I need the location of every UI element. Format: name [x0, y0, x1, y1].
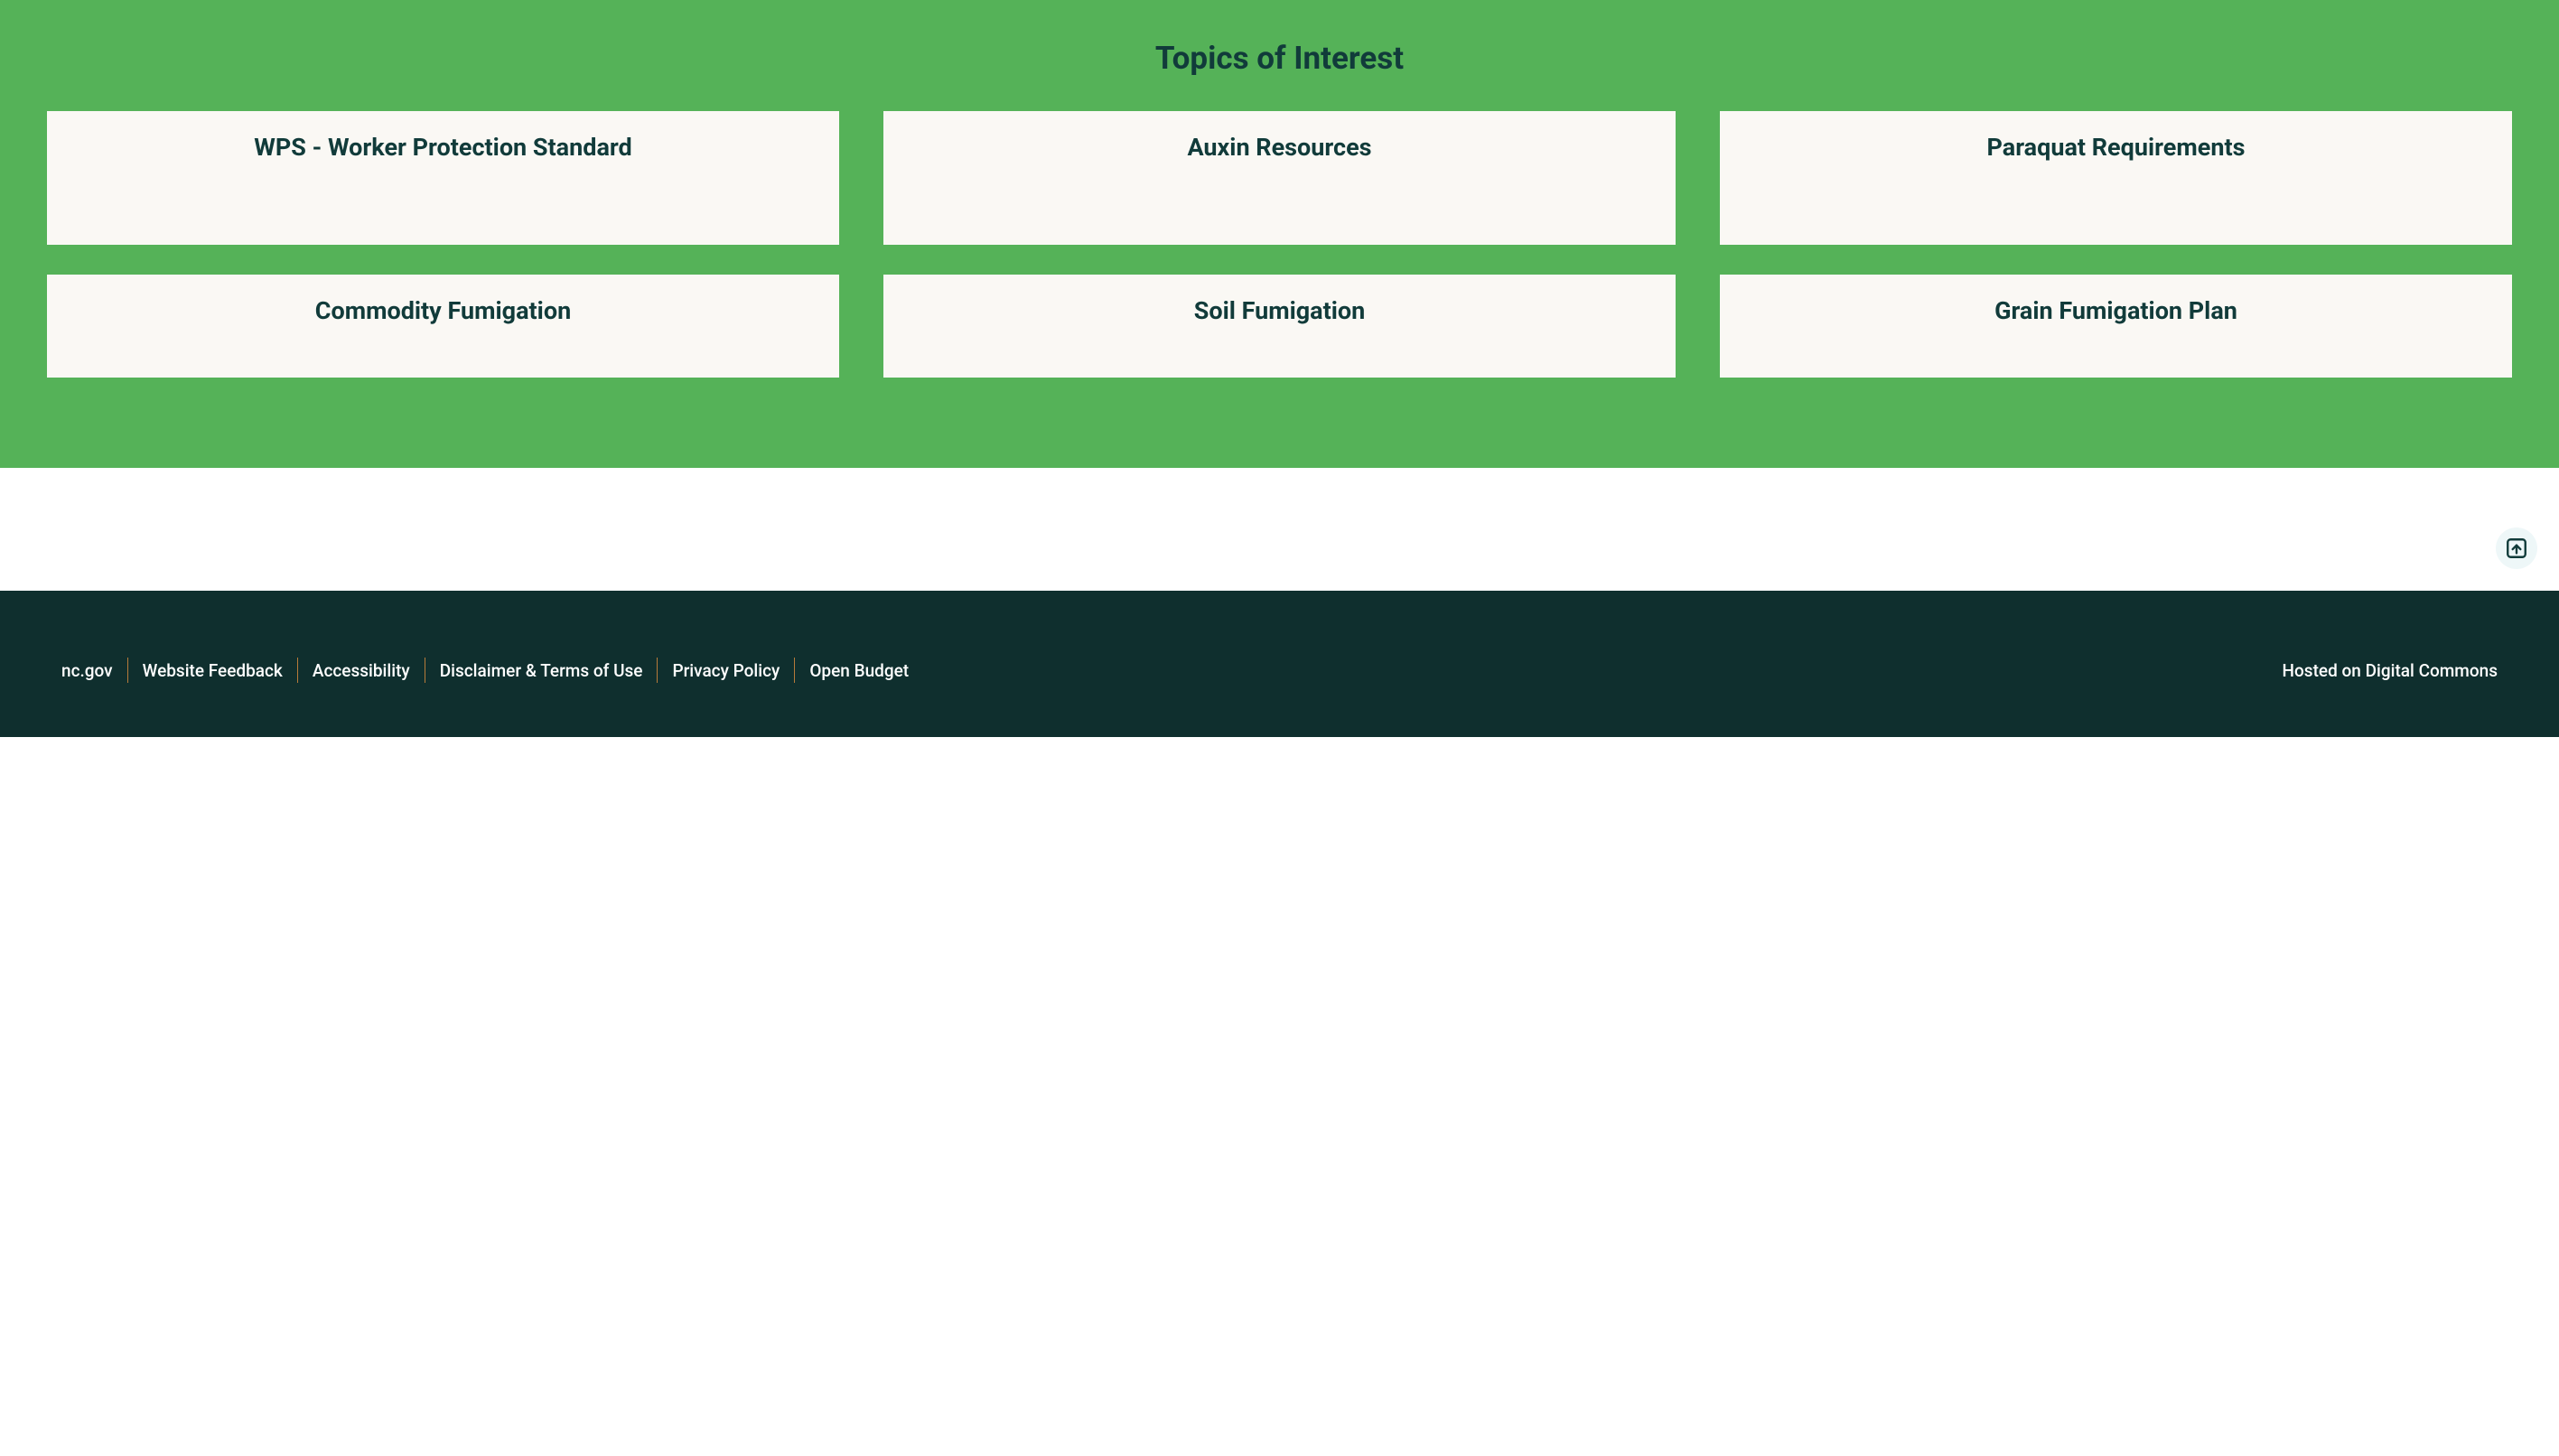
cards-grid: WPS - Worker Protection Standard Auxin R…	[47, 111, 2512, 378]
topic-card-commodity-fumigation[interactable]: Commodity Fumigation	[47, 275, 839, 378]
arrow-up-icon	[2505, 537, 2528, 560]
card-title: Commodity Fumigation	[72, 296, 814, 327]
footer-links: nc.gov Website Feedback Accessibility Di…	[61, 658, 923, 683]
topic-card-wps[interactable]: WPS - Worker Protection Standard	[47, 111, 839, 245]
footer-link-privacy[interactable]: Privacy Policy	[658, 660, 794, 681]
footer-link-ncgov[interactable]: nc.gov	[61, 660, 127, 681]
footer: nc.gov Website Feedback Accessibility Di…	[0, 591, 2559, 737]
spacer	[0, 468, 2559, 591]
topic-card-auxin[interactable]: Auxin Resources	[883, 111, 1676, 245]
footer-link-feedback[interactable]: Website Feedback	[128, 660, 297, 681]
footer-hosted-text: Hosted on Digital Commons	[2283, 660, 2498, 681]
card-title: Auxin Resources	[909, 133, 1650, 163]
card-title: Soil Fumigation	[909, 296, 1650, 327]
topic-card-grain-fumigation[interactable]: Grain Fumigation Plan	[1720, 275, 2512, 378]
card-title: WPS - Worker Protection Standard	[72, 133, 814, 163]
card-title: Grain Fumigation Plan	[1745, 296, 2487, 327]
footer-link-accessibility[interactable]: Accessibility	[298, 660, 425, 681]
card-title: Paraquat Requirements	[1745, 133, 2487, 163]
topics-title: Topics of Interest	[47, 40, 2512, 77]
footer-link-disclaimer[interactable]: Disclaimer & Terms of Use	[425, 660, 658, 681]
scroll-to-top-button[interactable]	[2496, 527, 2537, 569]
topic-card-soil-fumigation[interactable]: Soil Fumigation	[883, 275, 1676, 378]
topic-card-paraquat[interactable]: Paraquat Requirements	[1720, 111, 2512, 245]
topics-section: Topics of Interest WPS - Worker Protecti…	[0, 0, 2559, 468]
footer-link-budget[interactable]: Open Budget	[795, 660, 923, 681]
